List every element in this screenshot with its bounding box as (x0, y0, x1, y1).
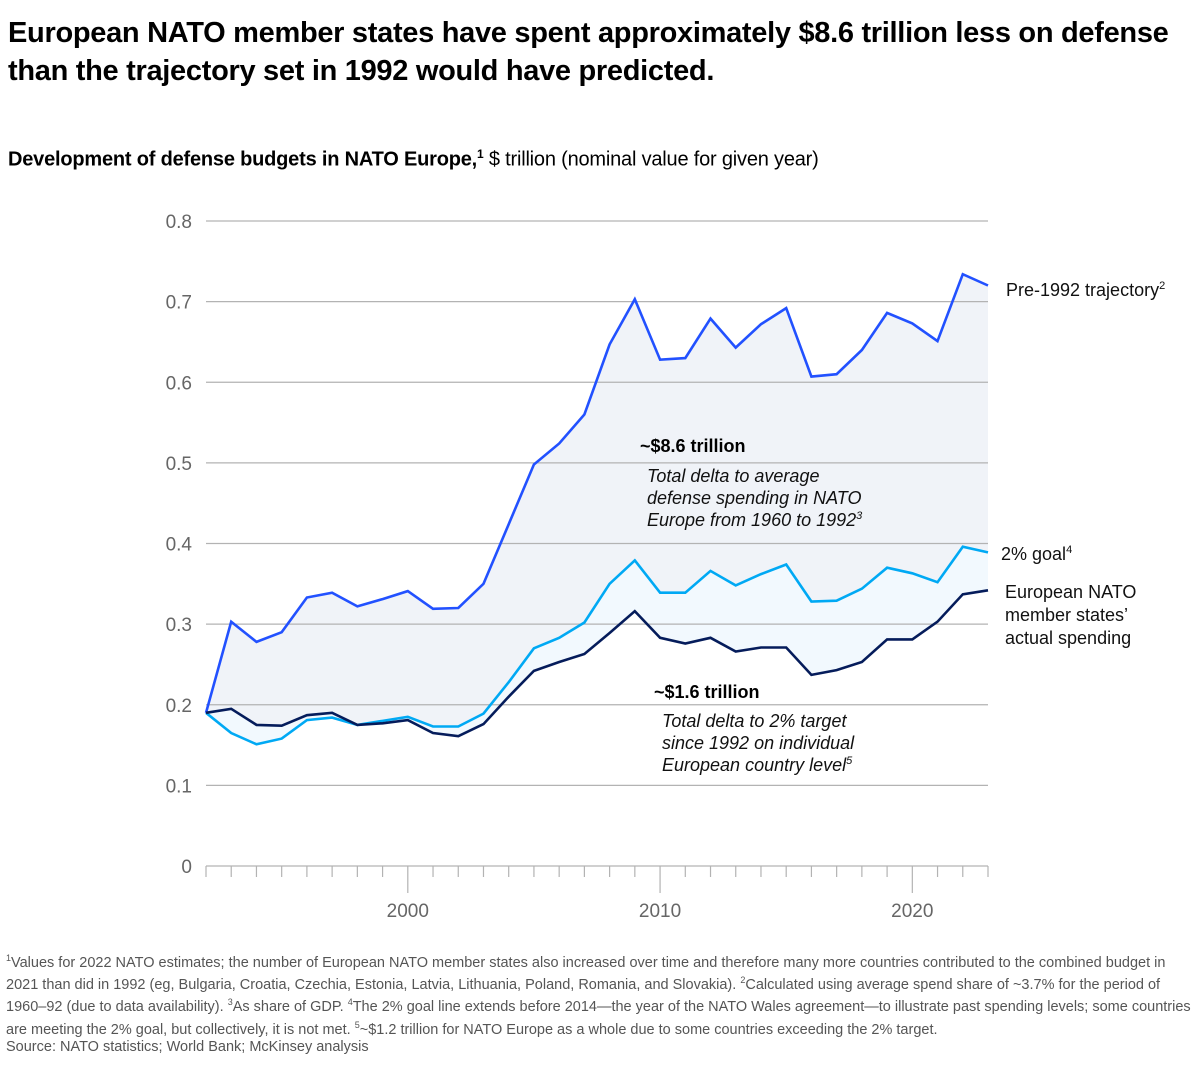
annotation-body-line: since 1992 on individual (662, 733, 855, 753)
footnote-item: The 2% goal line extends before 2014—the… (6, 999, 1191, 1038)
subtitle-units: $ trillion (nominal value for given year… (483, 148, 819, 171)
y-tick-label: 0 (181, 857, 192, 878)
footnote-number: 2 (740, 975, 746, 986)
y-tick-label: 0.1 (166, 776, 192, 797)
subtitle-bold: Development of defense budgets in NATO E… (8, 148, 478, 171)
y-tick-label: 0.2 (166, 696, 192, 717)
annotation-body-line: Total delta to average (647, 466, 819, 486)
footnote-number: 5 (354, 1019, 360, 1030)
y-tick-label: 0.4 (166, 535, 193, 556)
footnote-text: 1Values for 2022 NATO estimates; the num… (6, 950, 1196, 1039)
annotation-body-line: defense spending in NATO (647, 488, 861, 508)
footnote-number: 3 (227, 997, 233, 1008)
annotation-body-line: Europe from 1960 to 19923 (647, 510, 863, 530)
y-tick-label: 0.7 (166, 293, 192, 314)
footnote-ref: 2 (1159, 280, 1165, 292)
actual-spending-label-line: actual spending (1005, 628, 1131, 648)
headline: European NATO member states have spent a… (8, 17, 1169, 87)
footnotes: 1Values for 2022 NATO estimates; the num… (6, 950, 1196, 1057)
series-lines (204, 272, 989, 746)
footnote-ref: 3 (856, 510, 863, 522)
footnote-ref: 4 (1066, 544, 1072, 556)
source-line: Source: NATO statistics; World Bank; McK… (6, 1039, 369, 1056)
annotation-title: ~$8.6 trillion (640, 436, 746, 456)
footnote-item: As share of GDP. (232, 999, 348, 1016)
annotation-body-line: Total delta to 2% target (662, 711, 847, 731)
subtitle-footnote-ref: 1 (477, 147, 484, 161)
x-tick-label: 2000 (387, 901, 429, 922)
series-labels: Pre-1992 trajectory2 2% goal4 European NAT… (1001, 280, 1165, 648)
actual-spending-label-line: European NATO (1005, 582, 1136, 602)
goal-label: 2% goal4 (1001, 544, 1072, 564)
y-tick-label: 0.6 (166, 373, 192, 394)
trajectory-gap-area (206, 274, 988, 727)
actual-spending-line (205, 589, 989, 738)
chart-subtitle: Development of defense budgets in NATO E… (8, 141, 819, 173)
gridlines (206, 220, 988, 786)
annotation-title: ~$1.6 trillion (654, 682, 760, 702)
trajectory-label: Pre-1992 trajectory2 (1006, 280, 1165, 300)
area-fills (206, 274, 988, 745)
y-tick-label: 0.5 (166, 454, 192, 475)
annotation: ~$1.6 trillion Total delta to 2% targetsi… (654, 682, 855, 775)
trajectory-line (204, 272, 989, 714)
x-tick-label: 2020 (891, 901, 933, 922)
footnote-item: Calculated using average spend share of … (6, 977, 1161, 1016)
y-tick-label: 0.3 (166, 615, 192, 636)
goal-line (205, 545, 989, 746)
x-tick-label: 2010 (639, 901, 681, 922)
x-axis: 2000 2010 2020 (205, 865, 989, 922)
annotations: ~$8.6 trillion Total delta to averagedefe… (640, 436, 863, 775)
footnote-item: Values for 2022 NATO estimates; the numb… (6, 954, 1166, 994)
footnote-number: 4 (347, 997, 353, 1008)
annotation: ~$8.6 trillion Total delta to averagedefe… (640, 436, 863, 530)
line-chart: 0 0.1 0.2 0.3 0.4 0.5 0.6 0.7 0.8 2000 2010 2020 P… (166, 212, 1166, 922)
footnote-ref: 5 (846, 755, 853, 767)
y-tick-label: 0.8 (166, 212, 192, 233)
footnote-item: ~$1.2 trillion for NATO Europe as a whol… (359, 1021, 938, 1038)
footnote-number: 1 (6, 953, 12, 963)
annotation-body-line: European country level5 (662, 755, 853, 775)
goal-gap-area (206, 546, 988, 745)
y-axis: 0 0.1 0.2 0.3 0.4 0.5 0.6 0.7 0.8 (166, 212, 193, 878)
actual-spending-label-line: member states’ (1005, 605, 1128, 625)
